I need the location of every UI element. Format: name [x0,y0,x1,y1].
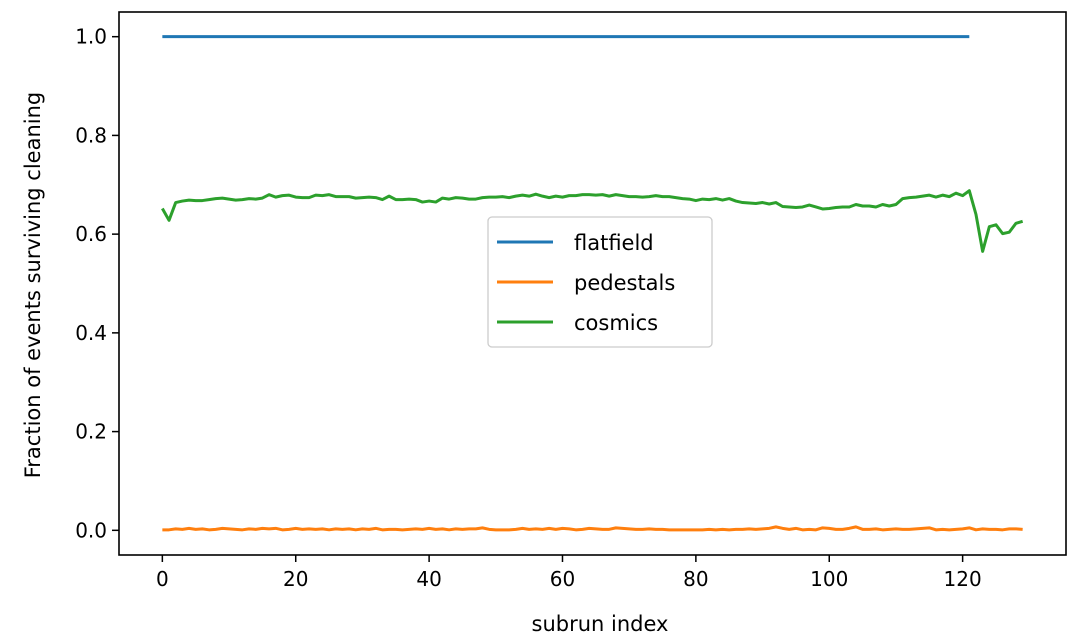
x-axis-label: subrun index [532,612,669,636]
x-tick-label: 60 [550,567,575,591]
x-tick-label: 100 [810,567,848,591]
legend-frame [487,216,713,348]
x-tick-label: 40 [416,567,441,591]
series-line-cosmics [161,189,1024,253]
x-tick-label: 20 [283,567,308,591]
y-axis-ticks: 0.0 0.2 0.4 0.6 0.8 1.0 [75,25,119,542]
legend-label-flatfield: flatfield [574,231,654,255]
x-tick-label: 0 [156,567,169,591]
x-axis-ticks: 0 20 40 60 80 100 120 [156,555,982,591]
y-tick-label: 1.0 [75,25,107,49]
x-tick-label: 120 [944,567,982,591]
y-tick-label: 0.6 [75,222,107,246]
plot-lines [161,35,1024,532]
axes-frame [118,11,1067,556]
legend: flatfield pedestals cosmics [487,216,713,348]
y-axis-label: Fraction of events surviving cleaning [21,92,45,479]
y-tick-label: 0.8 [75,123,107,147]
x-tick-label: 80 [683,567,708,591]
series-line-pedestals [162,525,1023,532]
legend-label-pedestals: pedestals [574,271,675,295]
y-tick-label: 0.0 [75,518,107,542]
y-tick-label: 0.4 [75,321,107,345]
legend-label-cosmics: cosmics [574,311,658,335]
y-tick-label: 0.2 [75,420,107,444]
